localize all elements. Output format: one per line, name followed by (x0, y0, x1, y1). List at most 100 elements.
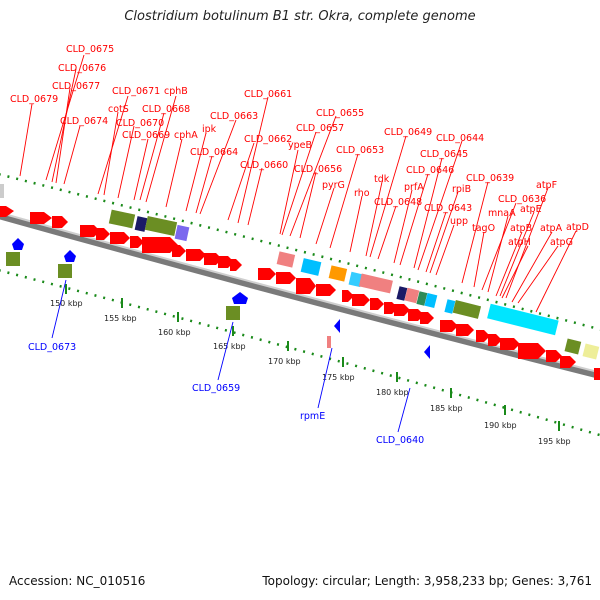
gene-label: atpD (566, 222, 589, 233)
reverse-label-leaders (51, 279, 411, 433)
gene-label: tdk (374, 174, 390, 185)
gene-label: CLD_0664 (190, 147, 238, 158)
feature-block (108, 209, 136, 229)
cds-arrow (130, 236, 144, 248)
gene-label: rpmE (300, 411, 325, 422)
feature-block (564, 338, 582, 355)
cds-arrow (80, 225, 100, 237)
scale-tick-label: 190 kbp (484, 421, 517, 430)
cds-arrow (394, 304, 410, 316)
inner-dotted-ring (0, 269, 600, 437)
cds-arrow (30, 212, 52, 224)
cds-arrow (342, 290, 354, 302)
reverse-feature (64, 250, 76, 262)
gene-label: CLD_0661 (244, 89, 292, 100)
gene-label: CLD_0646 (406, 165, 454, 176)
gene-label: CLD_0653 (336, 145, 384, 156)
feature-block (487, 303, 559, 336)
cds-arrow (370, 298, 384, 310)
accession-label: Accession: NC_010516 (9, 574, 146, 588)
gene-label: CLD_0645 (420, 149, 468, 160)
gene-label: tagO (472, 223, 495, 234)
cds-arrow (440, 320, 458, 332)
feature-block (300, 258, 322, 276)
cds-arrow (456, 324, 474, 336)
gene-label: CLD_0644 (436, 133, 484, 144)
gene-label: rho (354, 188, 370, 199)
scale-tick-label: 160 kbp (158, 328, 191, 337)
gene-label: mnaA (488, 208, 516, 219)
forward-labels: CLD_0675 CLD_0676 CLD_0677 CLD_0679 CLD_… (10, 44, 589, 248)
gene-label: ypeB (288, 140, 312, 151)
cds-arrow (500, 338, 520, 350)
gene-label: CLD_0662 (244, 134, 292, 145)
gene-label: CLD_0640 (376, 435, 424, 446)
gene-label: CLD_0669 (122, 130, 170, 141)
gene-label: CLD_0677 (52, 81, 100, 92)
feature-block (328, 265, 348, 282)
feature-block (276, 251, 296, 268)
cds-arrow (204, 253, 222, 265)
gene-label: CLD_0649 (384, 127, 432, 138)
gene-label: CLD_0670 (116, 118, 164, 129)
feature-block (327, 336, 331, 348)
outer-dotted-ring (0, 173, 600, 331)
cds-arrow (296, 278, 316, 294)
feature-block (424, 292, 438, 309)
gene-label: atpF (536, 180, 557, 191)
gene-label: CLD_0668 (142, 104, 190, 115)
feature-block (444, 299, 456, 314)
feature-block (226, 306, 240, 320)
genome-map-title: Clostridium botulinum B1 str. Okra, comp… (124, 9, 476, 24)
gene-label: prfA (404, 182, 424, 193)
cds-arrow (476, 330, 490, 342)
scale-tick-label: 170 kbp (268, 357, 301, 366)
cds-arrow (594, 368, 600, 380)
gene-label: CLD_0655 (316, 108, 364, 119)
gene-label: CLD_0679 (10, 94, 58, 105)
gene-label: atpB (510, 223, 532, 234)
feature-block (134, 216, 148, 232)
scale-tick-label: 185 kbp (430, 404, 463, 413)
gene-label: pyrG (322, 180, 345, 191)
cds-arrow (546, 350, 562, 362)
cds-arrow (276, 272, 296, 284)
cds-arrow (110, 232, 130, 244)
gene-label: CLD_0656 (294, 164, 342, 175)
cds-arrow (258, 268, 276, 280)
reverse-feature (232, 292, 248, 304)
feature-block (358, 273, 393, 294)
feature-block (174, 224, 190, 242)
cds-arrow (172, 245, 186, 257)
gene-label: CLD_0663 (210, 111, 258, 122)
feature-block (404, 287, 420, 304)
gene-label: atpA (540, 223, 563, 234)
reverse-cds-track (12, 238, 430, 359)
feature-block (6, 252, 20, 266)
cds-arrow (230, 259, 242, 271)
gene-label: CLD_0675 (66, 44, 114, 55)
feature-block (396, 286, 408, 301)
cds-arrow (420, 312, 434, 324)
feature-block (416, 291, 428, 306)
scale-tick-label: 155 kbp (104, 314, 137, 323)
forward-cds-track (0, 206, 600, 380)
feature-block (452, 300, 482, 319)
cds-arrow (0, 206, 14, 217)
gene-label: cphA (174, 130, 198, 141)
gene-label: upp (450, 216, 468, 227)
gene-label: rpiB (452, 184, 471, 195)
feature-block (58, 264, 72, 278)
gene-label: CLD_0676 (58, 63, 106, 74)
gene-label: CLD_0660 (240, 160, 288, 171)
forward-label-leaders (19, 54, 577, 313)
cds-arrow (488, 334, 502, 346)
gene-label: CLD_0659 (192, 383, 240, 394)
cds-arrow (96, 228, 110, 240)
feature-blocks (0, 184, 600, 360)
gene-label: CLD_0639 (466, 173, 514, 184)
cds-arrow (518, 343, 546, 359)
scale-ticks: 150 kbp 155 kbp 160 kbp 165 kbp 170 kbp … (50, 284, 571, 446)
gene-label: CLD_0671 (112, 86, 160, 97)
gene-label: atpH (508, 237, 531, 248)
